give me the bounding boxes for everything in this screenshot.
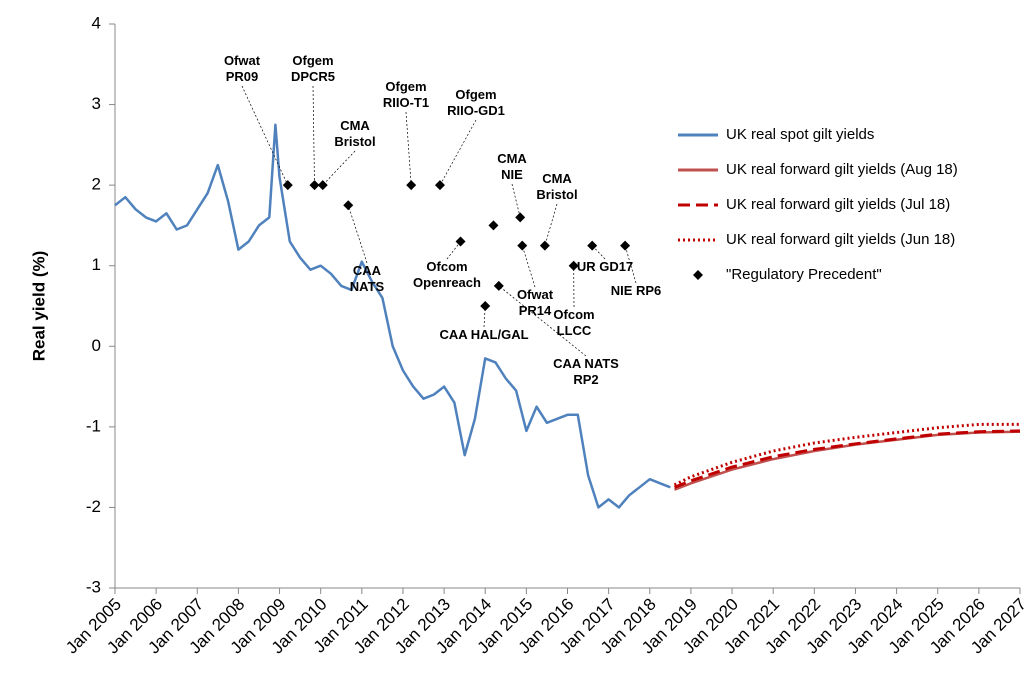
y-tick-label: -3 <box>86 577 101 596</box>
marker <box>480 301 490 311</box>
legend-label: UK real forward gilt yields (Jul 18) <box>726 196 950 213</box>
annotation-line: Ofgem <box>292 53 333 68</box>
annotation-line: Openreach <box>413 275 481 290</box>
annotation: UR GD17 <box>577 259 633 274</box>
series-line <box>675 431 1021 487</box>
marker <box>620 241 630 251</box>
leader-line <box>313 86 315 185</box>
legend-marker <box>693 270 703 280</box>
annotation-line: CMA <box>497 151 527 166</box>
leader-line <box>522 246 535 287</box>
marker <box>283 180 293 190</box>
annotation-line: Ofwat <box>224 53 261 68</box>
leader-line <box>348 205 367 263</box>
annotation-line: Ofwat <box>517 287 554 302</box>
legend-label: "Regulatory Precedent" <box>726 266 882 283</box>
annotation-line: CMA <box>542 171 572 186</box>
leader-line <box>406 112 411 185</box>
annotation-line: LLCC <box>557 323 592 338</box>
annotation-line: DPCR5 <box>291 69 335 84</box>
leader-line <box>242 86 288 185</box>
annotation-line: Ofcom <box>553 307 594 322</box>
annotation: NIE RP6 <box>611 283 662 298</box>
marker <box>515 212 525 222</box>
y-tick-label: 3 <box>92 94 101 113</box>
leader-line <box>545 204 557 246</box>
y-tick-label: 2 <box>92 175 101 194</box>
marker <box>540 241 550 251</box>
annotation-line: RIIO-T1 <box>383 95 429 110</box>
marker <box>318 180 328 190</box>
y-tick-label: 0 <box>92 336 101 355</box>
annotation-line: PR09 <box>226 69 259 84</box>
annotation-line: RP2 <box>573 372 598 387</box>
y-tick-label: -1 <box>86 416 101 435</box>
y-axis-label: Real yield (%) <box>29 251 48 362</box>
legend-label: UK real spot gilt yields <box>726 126 874 143</box>
annotation-line: CAA <box>353 263 382 278</box>
leader-line <box>323 151 355 185</box>
annotation-line: Ofcom <box>426 259 467 274</box>
annotation-line: CMA <box>340 118 370 133</box>
annotation-line: Ofgem <box>385 79 426 94</box>
leader-line <box>440 120 476 185</box>
annotation-line: UR GD17 <box>577 259 633 274</box>
annotation-line: RIIO-GD1 <box>447 103 505 118</box>
legend-label: UK real forward gilt yields (Aug 18) <box>726 161 958 178</box>
annotation-line: CAA NATS <box>553 356 619 371</box>
annotation-line: NIE RP6 <box>611 283 662 298</box>
annotation-line: Bristol <box>334 134 375 149</box>
marker <box>406 180 416 190</box>
marker <box>456 237 466 247</box>
y-tick-label: 1 <box>92 255 101 274</box>
annotation-line: NATS <box>350 279 385 294</box>
marker <box>488 220 498 230</box>
marker <box>517 241 527 251</box>
annotation-line: Ofgem <box>455 87 496 102</box>
marker <box>494 281 504 291</box>
series-line <box>675 432 1021 490</box>
annotation-line: CAA HAL/GAL <box>439 327 528 342</box>
marker <box>343 200 353 210</box>
y-tick-label: 4 <box>92 13 101 32</box>
annotation: CAA HAL/GAL <box>439 327 528 342</box>
marker <box>435 180 445 190</box>
y-tick-label: -2 <box>86 497 101 516</box>
annotation-line: PR14 <box>519 303 552 318</box>
annotation-line: NIE <box>501 167 523 182</box>
annotation-line: Bristol <box>536 187 577 202</box>
leader-line <box>512 184 520 217</box>
legend-label: UK real forward gilt yields (Jun 18) <box>726 231 955 248</box>
